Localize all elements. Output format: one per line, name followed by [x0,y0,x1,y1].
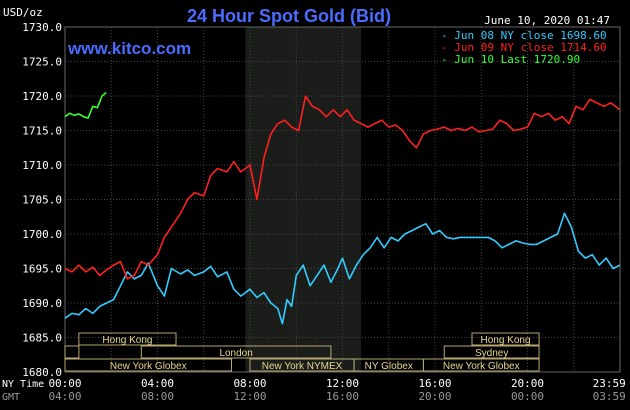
unit-label: USD/oz [3,6,43,19]
watermark-text: www.kitco.com [67,39,191,58]
y-tick-label: 1720.0 [22,90,62,103]
session-label: Hong Kong [102,335,152,346]
market-sessions: Hong Kong Hong Kong London Sydney New York G… [64,332,540,372]
x-tick-ny: 00:00 [48,377,81,390]
price-series [64,91,621,325]
session-label: NY Globex [365,361,413,372]
session-box [443,345,540,359]
x-label-gmt: GMT [2,392,20,403]
x-tick-gmt: 20:00 [418,390,451,403]
x-tick-ny: 20:00 [511,377,544,390]
x-tick-gmt: 08:00 [141,390,174,403]
y-tick-label: 1725.0 [22,56,62,69]
x-label-ny-time: NY Time [2,379,44,390]
legend-jun09: - Jun 09 NY close 1714.60 [441,41,607,54]
session-box [78,332,177,346]
gridlines [64,26,621,373]
y-tick-label: 1685.0 [22,332,62,345]
session-box [64,358,232,372]
nymex-shaded-region [245,27,361,372]
y-tick-label: 1680.0 [22,366,62,379]
series-line-jun-09 [64,95,621,280]
plot-border [64,26,621,373]
x-tick-gmt: 03:59 [593,390,626,403]
y-axis-ticks: 1730.0 1725.0 1720.0 1715.0 1710.0 1705.0 1700… [22,21,62,379]
session-label: Sydney [475,348,508,359]
chart-title: 24 Hour Spot Gold (Bid) [187,6,391,26]
session-box [64,345,80,359]
y-tick-label: 1715.0 [22,125,62,138]
legend-jun08: - Jun 08 NY close 1698.60 [441,29,607,42]
y-tick-label: 1695.0 [22,263,62,276]
x-tick-ny: 12:00 [326,377,359,390]
session-label: London [219,348,252,359]
y-tick-label: 1705.0 [22,194,62,207]
y-tick-label: 1710.0 [22,159,62,172]
session-label: New York Globex [443,361,520,372]
y-tick-label: 1690.0 [22,297,62,310]
y-tick-label: 1700.0 [22,228,62,241]
series-line-jun-08 [64,212,621,325]
timestamp: June 10, 2020 01:47 [484,14,610,27]
x-tick-gmt: 04:00 [48,390,81,403]
legend: - Jun 08 NY close 1698.60 - Jun 09 NY cl… [441,29,607,66]
x-tick-ny: 04:00 [141,377,174,390]
session-label: Hong Kong [481,335,531,346]
x-tick-gmt: 12:00 [233,390,266,403]
x-tick-ny: 16:00 [418,377,451,390]
x-tick-gmt: 00:00 [511,390,544,403]
session-box [140,345,332,359]
y-tick-label: 1730.0 [22,21,62,34]
x-tick-ny: 23:59 [593,377,626,390]
session-box [471,332,540,346]
session-label: New York NYMEX [262,361,343,372]
session-label: New York Globex [110,361,187,372]
x-axis-ticks: 00:0004:0004:0008:0008:0012:0012:0016:00… [48,377,625,403]
x-tick-gmt: 16:00 [326,390,359,403]
series-line-jun-10 [64,91,107,119]
session-box [422,358,540,372]
x-tick-ny: 08:00 [233,377,266,390]
legend-jun10: - Jun 10 Last 1720.90 [441,53,580,66]
